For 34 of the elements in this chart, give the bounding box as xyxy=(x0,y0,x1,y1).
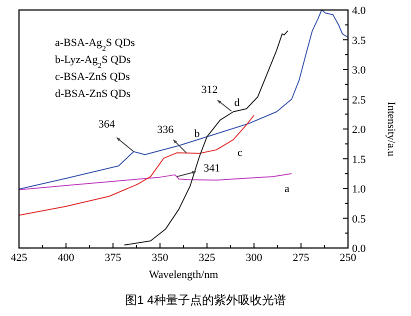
x-tick-label: 375 xyxy=(104,252,122,264)
annotation: a xyxy=(284,183,290,195)
y-tick-label: 1.5 xyxy=(352,154,366,166)
annotation: 312 xyxy=(201,84,218,96)
annotation: 336 xyxy=(157,124,174,136)
y-tick-label: 1.0 xyxy=(352,184,366,196)
annotation: c xyxy=(238,147,243,159)
annotation: d-BSA-ZnS QDs xyxy=(55,88,130,100)
y-tick-label: 2.0 xyxy=(352,124,366,136)
x-tick-label: 275 xyxy=(292,252,310,264)
annotation: c-BSA-ZnS QDs xyxy=(55,71,130,83)
annotation: 341 xyxy=(204,162,220,175)
x-tick-label: 300 xyxy=(246,252,263,264)
line-series xyxy=(18,173,292,190)
x-tick-label: 250 xyxy=(340,252,357,264)
annotation: 364 xyxy=(98,118,116,131)
x-tick-label: 400 xyxy=(58,252,75,264)
y-tick-label: 0.0 xyxy=(352,243,366,255)
annotation: b-Lyz-Ag$_{2}$S QDs xyxy=(55,54,131,70)
y-tick-label: 3.0 xyxy=(352,64,366,76)
y-tick-label: 3.5 xyxy=(352,34,366,47)
y-axis-title: Intensity/a.u xyxy=(385,102,397,157)
text: 图1 4种量子点的紫外吸收光谱 xyxy=(125,293,286,307)
x-axis-title: Wavelength/nm xyxy=(148,269,219,281)
annotation: a-BSA-Ag$_{2}$S QDs xyxy=(55,37,135,52)
y-tick-label: 2.5 xyxy=(352,94,366,106)
x-tick-label: 325 xyxy=(198,252,216,264)
annotation: d xyxy=(234,97,240,109)
line-series xyxy=(18,114,254,216)
x-tick-label: 350 xyxy=(152,252,169,264)
y-tick-label: 4.0 xyxy=(352,5,366,17)
annotation: b xyxy=(194,128,200,140)
x-tick-label: 425 xyxy=(10,252,28,264)
y-tick-label: 0.5 xyxy=(352,213,366,226)
